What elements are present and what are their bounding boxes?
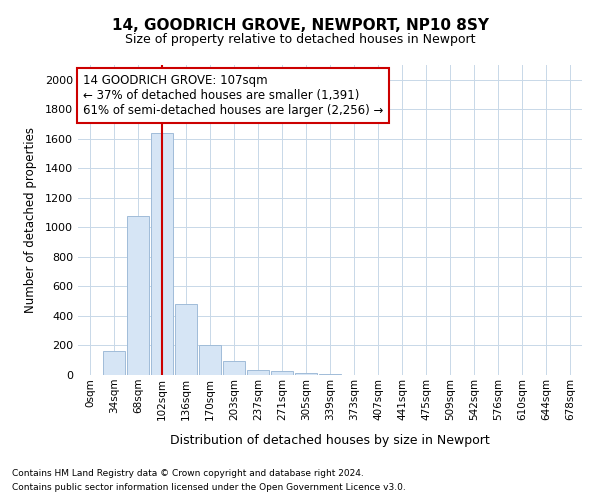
Bar [103,350,125,375]
X-axis label: Distribution of detached houses by size in Newport: Distribution of detached houses by size … [170,434,490,447]
Text: Contains public sector information licensed under the Open Government Licence v3: Contains public sector information licen… [12,484,406,492]
Bar [223,361,245,375]
Text: Contains HM Land Registry data © Crown copyright and database right 2024.: Contains HM Land Registry data © Crown c… [12,468,364,477]
Text: 14, GOODRICH GROVE, NEWPORT, NP10 8SY: 14, GOODRICH GROVE, NEWPORT, NP10 8SY [112,18,488,32]
Bar [199,346,221,375]
Bar [319,374,341,375]
Bar [127,216,149,375]
Bar [175,304,197,375]
Bar [151,133,173,375]
Bar [271,372,293,375]
Bar [247,370,269,375]
Text: Size of property relative to detached houses in Newport: Size of property relative to detached ho… [125,32,475,46]
Bar [295,373,317,375]
Text: 14 GOODRICH GROVE: 107sqm
← 37% of detached houses are smaller (1,391)
61% of se: 14 GOODRICH GROVE: 107sqm ← 37% of detac… [83,74,383,118]
Y-axis label: Number of detached properties: Number of detached properties [23,127,37,313]
